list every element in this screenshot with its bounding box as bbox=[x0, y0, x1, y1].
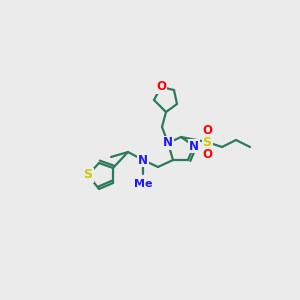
Text: O: O bbox=[156, 80, 166, 94]
Text: S: S bbox=[83, 169, 92, 182]
Text: N: N bbox=[189, 140, 199, 152]
Text: O: O bbox=[202, 148, 212, 160]
Text: S: S bbox=[202, 136, 211, 148]
Text: O: O bbox=[202, 124, 212, 136]
Text: N: N bbox=[138, 154, 148, 166]
Text: Me: Me bbox=[134, 179, 152, 189]
Text: N: N bbox=[163, 136, 173, 149]
